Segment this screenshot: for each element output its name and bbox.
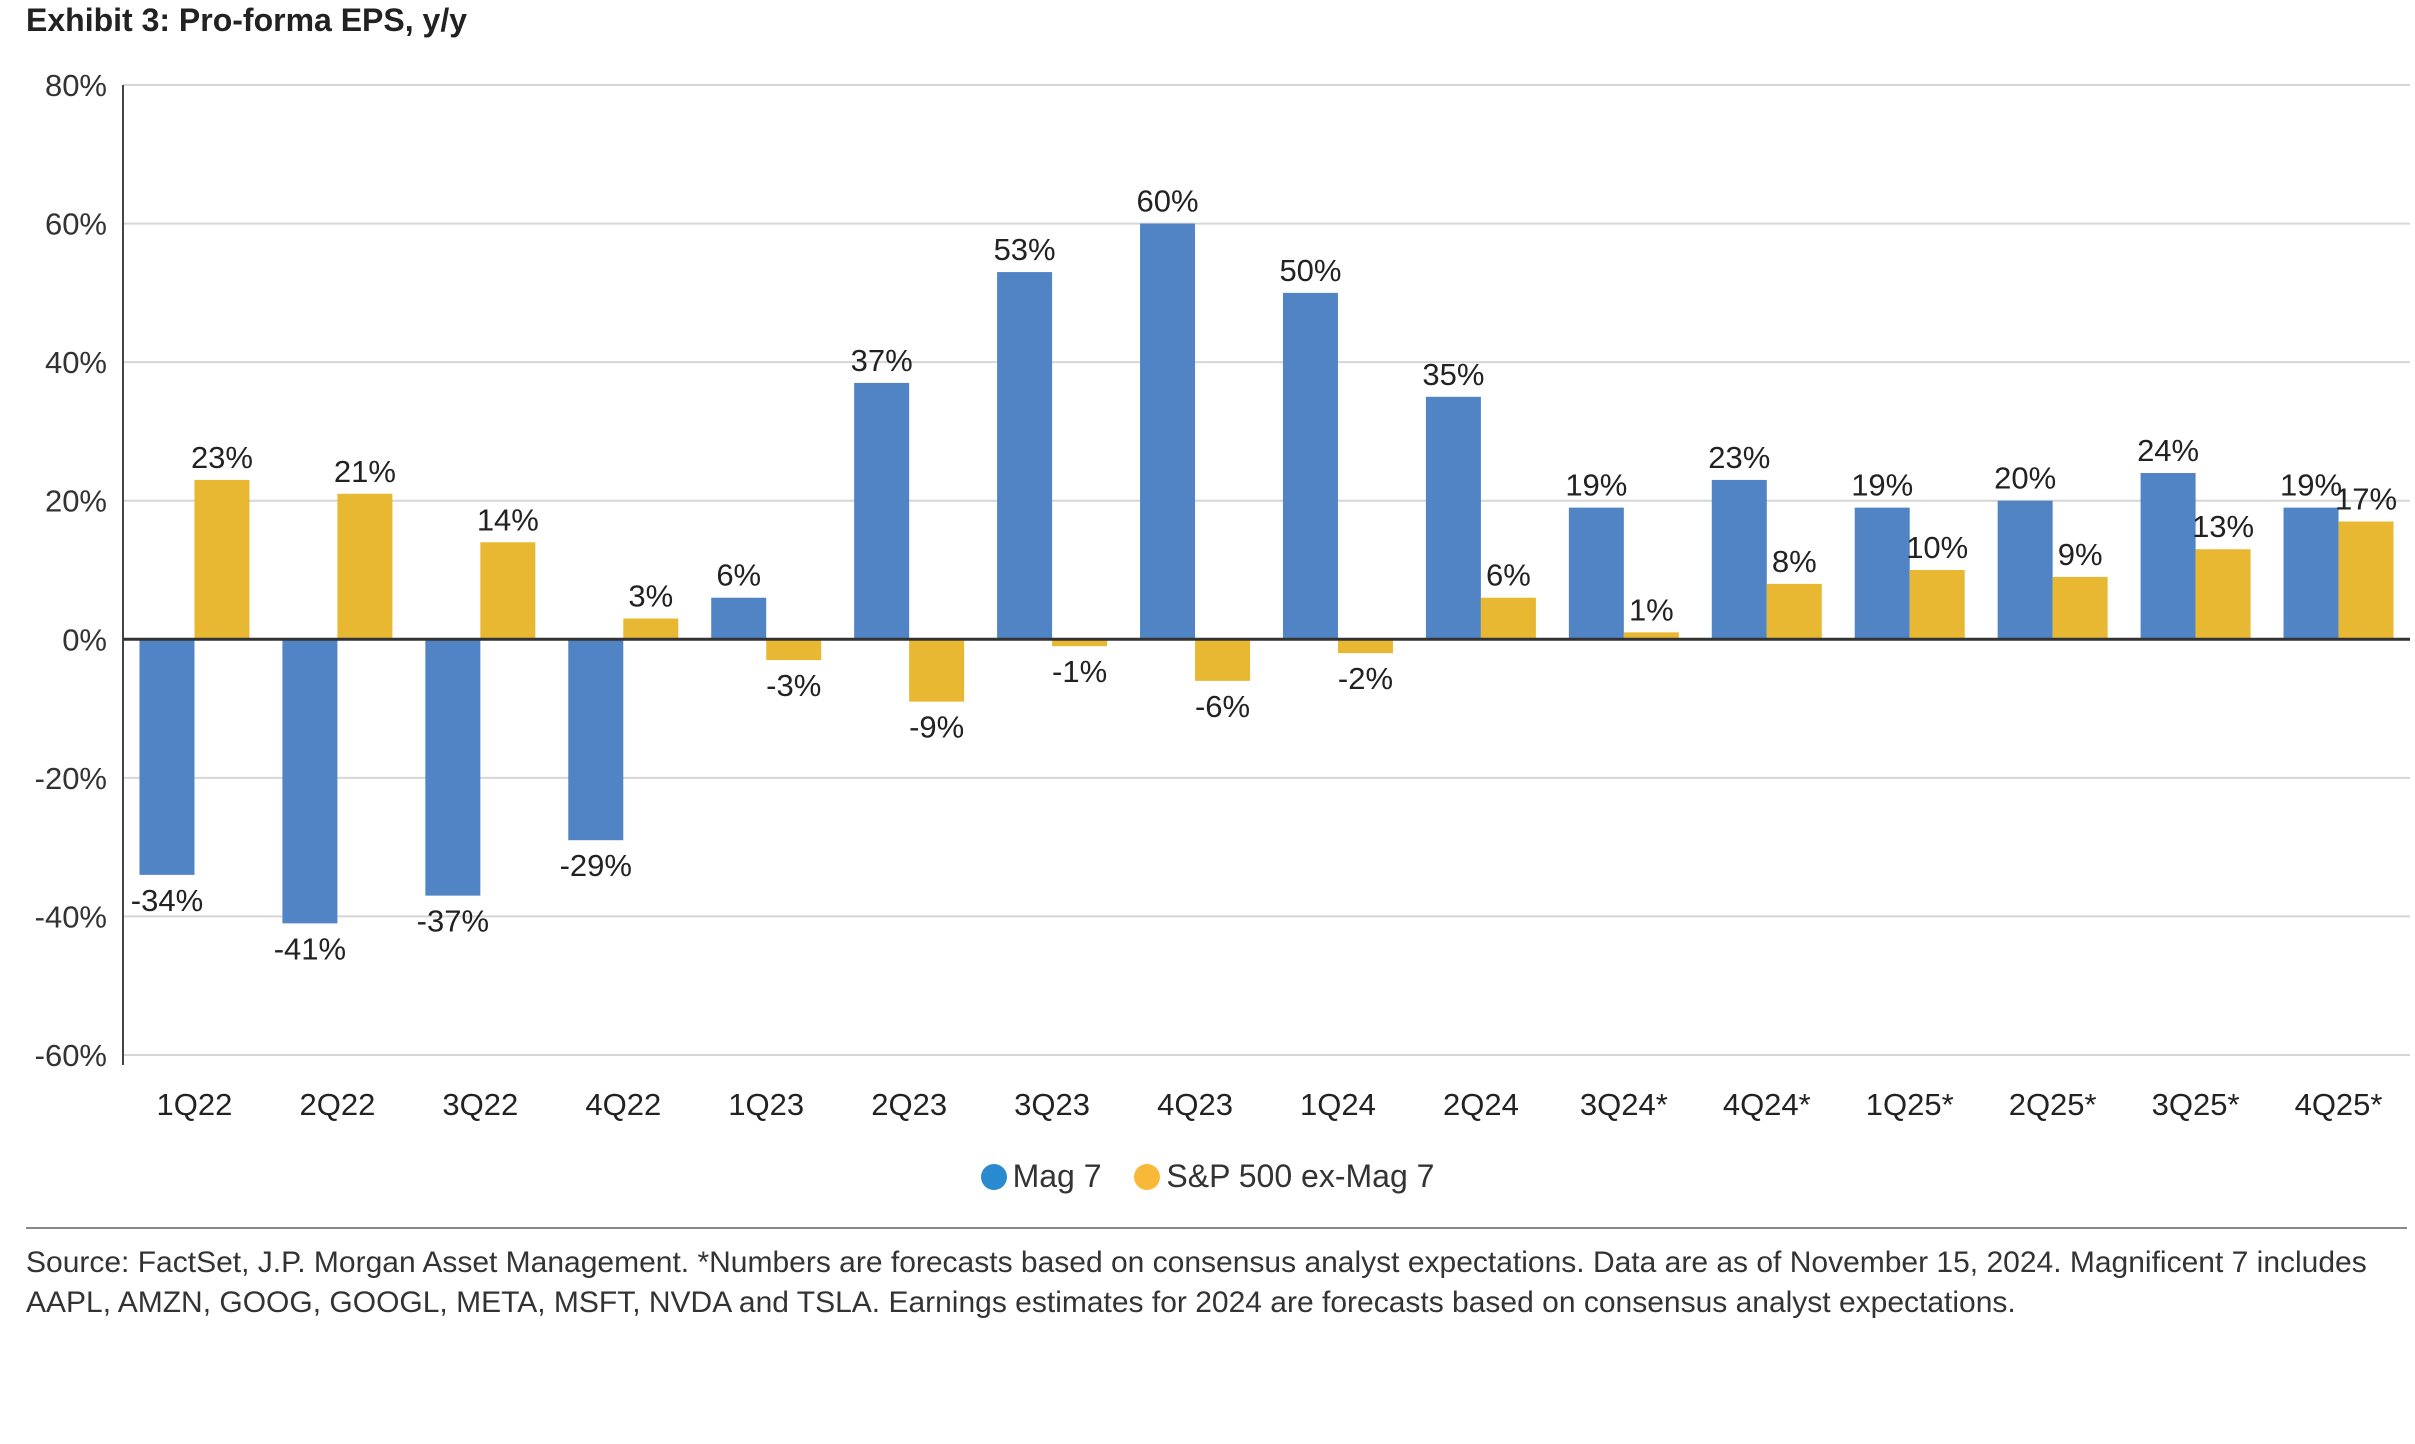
data-label: 8% <box>1772 544 1817 579</box>
bar-mag7 <box>282 639 338 924</box>
legend-swatch-mag7 <box>980 1163 1007 1190</box>
legend-label-sp500-ex-mag7: S&P 500 ex-Mag 7 <box>1166 1158 1435 1194</box>
bar-sp500-ex-mag7 <box>909 639 965 702</box>
x-tick-label: 4Q24* <box>1723 1087 1811 1122</box>
data-label: -41% <box>274 931 346 966</box>
data-label: -37% <box>417 904 489 939</box>
data-label: 21% <box>334 454 396 489</box>
x-tick-label: 1Q25* <box>1866 1087 1954 1122</box>
bar-sp500-ex-mag7 <box>2338 521 2394 640</box>
x-tick-label: 2Q22 <box>299 1087 375 1122</box>
data-label: -6% <box>1195 689 1250 724</box>
x-tick-label: 2Q24 <box>1443 1087 1519 1122</box>
bar-sp500-ex-mag7 <box>623 618 679 640</box>
y-tick-label: -60% <box>35 1038 107 1073</box>
x-tick-label: 2Q25* <box>2009 1087 2097 1122</box>
bar-mag7 <box>1568 507 1624 640</box>
y-tick-label: 20% <box>45 484 107 519</box>
bar-mag7 <box>568 639 624 841</box>
legend: Mag 7 S&P 500 ex-Mag 7 <box>0 1158 2415 1198</box>
legend-swatch-sp500-ex-mag7 <box>1134 1163 1161 1190</box>
bar-mag7 <box>1140 223 1196 640</box>
data-label: 53% <box>994 232 1056 267</box>
bar-mag7 <box>2140 473 2196 640</box>
bar-mag7 <box>2283 507 2339 640</box>
y-tick-label: 60% <box>45 207 107 242</box>
y-tick-label: -40% <box>35 899 107 934</box>
x-tick-label: 4Q25* <box>2295 1087 2383 1122</box>
data-label: 10% <box>1906 530 1968 565</box>
y-tick-label: 0% <box>62 622 107 657</box>
bar-sp500-ex-mag7 <box>337 493 393 640</box>
legend-item-mag7[interactable]: Mag 7 <box>980 1158 1102 1195</box>
x-tick-label: 2Q23 <box>871 1087 947 1122</box>
data-label: -29% <box>560 848 632 883</box>
bar-mag7 <box>711 597 767 640</box>
bar-sp500-ex-mag7 <box>480 542 536 640</box>
bar-sp500-ex-mag7 <box>1337 639 1393 654</box>
data-label: 13% <box>2192 509 2254 544</box>
legend-label-mag7: Mag 7 <box>1012 1158 1102 1194</box>
bar-sp500-ex-mag7 <box>194 479 250 640</box>
bar-mag7 <box>1854 507 1910 640</box>
data-label: -2% <box>1338 661 1393 696</box>
y-tick-label: -20% <box>35 761 107 796</box>
data-label: 19% <box>1565 468 1627 503</box>
source-note: Source: FactSet, J.P. Morgan Asset Manag… <box>26 1246 2367 1319</box>
bar-sp500-ex-mag7 <box>1766 583 1822 640</box>
data-label: -9% <box>909 710 964 745</box>
bar-mag7 <box>425 639 481 896</box>
data-label: -1% <box>1052 654 1107 689</box>
bar-mag7 <box>854 382 910 640</box>
x-tick-label: 3Q22 <box>442 1087 518 1122</box>
x-tick-label: 3Q24* <box>1580 1087 1668 1122</box>
bar-mag7 <box>1711 479 1767 640</box>
bar-mag7 <box>1282 292 1338 640</box>
data-label: 6% <box>1486 558 1531 593</box>
data-label: 20% <box>1994 461 2056 496</box>
bar-sp500-ex-mag7 <box>1909 570 1965 640</box>
x-tick-label: 1Q23 <box>728 1087 804 1122</box>
data-label: 35% <box>1422 357 1484 392</box>
bar-sp500-ex-mag7 <box>1052 639 1108 647</box>
x-tick-label: 1Q22 <box>157 1087 233 1122</box>
bar-mag7 <box>139 639 195 875</box>
y-tick-label: 80% <box>45 68 107 103</box>
y-tick-label: 40% <box>45 345 107 380</box>
legend-item-sp500-ex-mag7[interactable]: S&P 500 ex-Mag 7 <box>1134 1158 1434 1195</box>
data-label: 1% <box>1629 592 1674 627</box>
data-label: 9% <box>2058 537 2103 572</box>
data-label: 14% <box>477 502 539 537</box>
data-label: 6% <box>716 558 761 593</box>
x-tick-label: 4Q22 <box>585 1087 661 1122</box>
bar-sp500-ex-mag7 <box>1480 597 1536 640</box>
data-label: 23% <box>191 440 253 475</box>
data-label: 17% <box>2335 482 2397 517</box>
bar-sp500-ex-mag7 <box>766 639 822 661</box>
data-label: 60% <box>1137 184 1199 219</box>
data-label: 23% <box>1708 440 1770 475</box>
bar-sp500-ex-mag7 <box>1623 632 1679 640</box>
bar-mag7 <box>1997 500 2053 640</box>
bar-sp500-ex-mag7 <box>1195 639 1251 681</box>
chart-title: Exhibit 3: Pro-forma EPS, y/y <box>26 2 467 38</box>
footer-divider <box>26 1227 2407 1229</box>
bar-mag7 <box>997 272 1053 640</box>
data-label: 19% <box>2280 468 2342 503</box>
x-tick-label: 3Q23 <box>1014 1087 1090 1122</box>
data-label: -34% <box>131 883 203 918</box>
data-label: 19% <box>1851 468 1913 503</box>
x-tick-label: 1Q24 <box>1300 1087 1376 1122</box>
data-label: 3% <box>628 579 673 614</box>
x-tick-label: 4Q23 <box>1157 1087 1233 1122</box>
bar-sp500-ex-mag7 <box>2195 549 2251 640</box>
data-label: 50% <box>1279 253 1341 288</box>
data-label: 37% <box>851 343 913 378</box>
data-label: 24% <box>2137 433 2199 468</box>
bar-sp500-ex-mag7 <box>2052 576 2108 640</box>
data-label: -3% <box>766 668 821 703</box>
bar-mag7 <box>1425 396 1481 640</box>
bar-chart: 80% 60% 40% 20% 0% -20% -40% -60% -34% 23% 1Q22 -41… <box>35 68 2410 1122</box>
x-tick-label: 3Q25* <box>2152 1087 2240 1122</box>
